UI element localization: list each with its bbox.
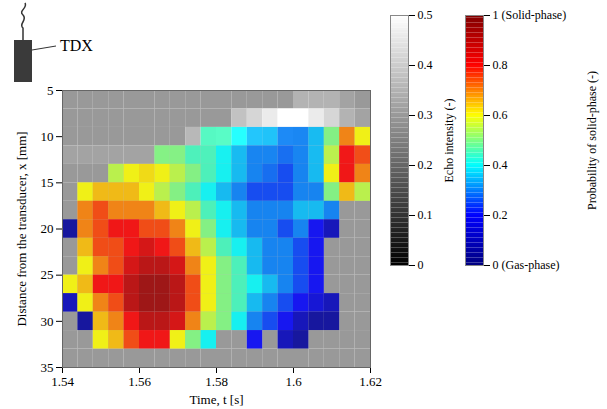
- svg-text:30: 30: [41, 313, 54, 328]
- svg-text:TDX: TDX: [60, 37, 93, 54]
- svg-text:1.56: 1.56: [128, 374, 151, 389]
- svg-text:1.58: 1.58: [205, 374, 228, 389]
- svg-text:Distance from the transducer,: Distance from the transducer, x [mm]: [14, 131, 29, 326]
- svg-text:Time, t [s]: Time, t [s]: [189, 392, 243, 407]
- svg-text:1.62: 1.62: [359, 374, 382, 389]
- svg-text:0 (Gas-phase): 0 (Gas-phase): [493, 258, 560, 272]
- svg-text:0.8: 0.8: [493, 58, 508, 72]
- svg-text:0.4: 0.4: [418, 58, 433, 72]
- svg-text:0.4: 0.4: [493, 158, 508, 172]
- svg-text:1.6: 1.6: [285, 374, 302, 389]
- svg-text:20: 20: [41, 221, 54, 236]
- svg-text:0.5: 0.5: [418, 8, 433, 22]
- svg-text:Echo intensity (-): Echo intensity (-): [442, 99, 456, 183]
- svg-text:0: 0: [418, 258, 424, 272]
- svg-text:35: 35: [41, 360, 54, 375]
- svg-text:25: 25: [41, 267, 54, 282]
- svg-text:5: 5: [47, 83, 54, 98]
- svg-text:Probability of solid-phase (-): Probability of solid-phase (-): [585, 71, 599, 210]
- svg-text:15: 15: [41, 175, 54, 190]
- svg-text:0.3: 0.3: [418, 108, 433, 122]
- svg-text:0.6: 0.6: [493, 108, 508, 122]
- svg-text:1 (Solid-phase): 1 (Solid-phase): [493, 8, 567, 22]
- svg-text:0.2: 0.2: [493, 208, 508, 222]
- svg-text:1.54: 1.54: [51, 374, 74, 389]
- svg-text:10: 10: [41, 129, 54, 144]
- svg-text:0.1: 0.1: [418, 208, 433, 222]
- svg-text:0.2: 0.2: [418, 158, 433, 172]
